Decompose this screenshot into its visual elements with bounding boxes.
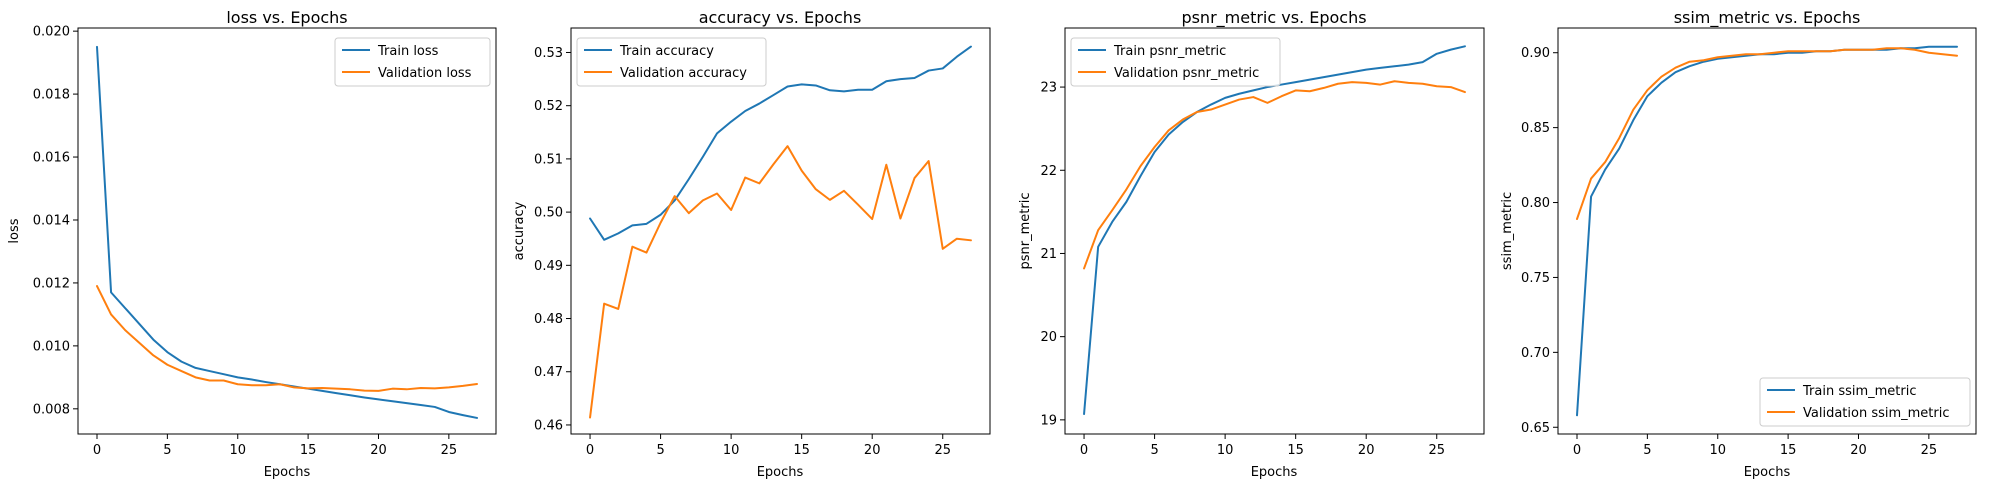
x-tick-label: 0	[1573, 443, 1581, 458]
x-tick-label: 15	[793, 443, 810, 458]
legend-label-train: Train loss	[377, 44, 439, 59]
y-tick-label: 0.65	[1521, 421, 1550, 436]
x-tick-label: 10	[1217, 443, 1234, 458]
ssim-metric-chart: ssim_metric vs. Epochs Epochs ssim_metri…	[1500, 8, 1977, 480]
y-tick-label: 0.48	[534, 312, 563, 327]
y-tick-label: 0.47	[534, 365, 563, 380]
validation-series-line	[589, 145, 972, 419]
legend-label-validation: Validation ssim_metric	[1803, 406, 1950, 421]
x-tick-label: 5	[163, 443, 171, 458]
y-tick-label: 0.70	[1521, 346, 1550, 361]
chart-title: ssim_metric vs. Epochs	[1674, 8, 1861, 28]
x-tick-label: 25	[934, 443, 951, 458]
legend-frame	[1759, 377, 1971, 427]
legend-label-train: Train ssim_metric	[1802, 384, 1917, 399]
chart-title: psnr_metric vs. Epochs	[1181, 8, 1366, 28]
validation-series-line	[1576, 47, 1958, 221]
x-tick-label: 20	[1358, 443, 1375, 458]
y-axis-label: ssim_metric	[1500, 192, 1515, 270]
legend-label-validation: Validation accuracy	[620, 66, 747, 81]
x-tick-label: 15	[1780, 443, 1797, 458]
x-tick-label: 0	[586, 443, 594, 458]
y-axis-label: psnr_metric	[1018, 193, 1033, 270]
x-axis-label: Epochs	[1744, 465, 1791, 480]
y-axis-label: accuracy	[512, 201, 527, 260]
y-tick-label: 19	[1040, 413, 1057, 428]
chart-title: loss vs. Epochs	[226, 8, 347, 27]
chart-legend: Train accuracy Validation accuracy	[576, 37, 767, 87]
legend-label-validation: Validation loss	[378, 66, 472, 81]
x-tick-label: 0	[1080, 443, 1088, 458]
psnr-metric-chart: psnr_metric vs. Epochs Epochs psnr_metri…	[1018, 8, 1485, 480]
x-tick-label: 20	[864, 443, 881, 458]
x-tick-label: 25	[441, 443, 458, 458]
legend-frame	[1070, 37, 1281, 87]
x-tick-label: 10	[723, 443, 740, 458]
legend-frame	[334, 37, 491, 87]
x-tick-label: 5	[1150, 443, 1158, 458]
chart-legend: Train psnr_metric Validation psnr_metric	[1070, 37, 1281, 87]
y-tick-label: 0.85	[1521, 121, 1550, 136]
x-tick-label: 0	[93, 443, 101, 458]
y-tick-label: 0.008	[33, 402, 70, 417]
plot-frame	[1064, 27, 1485, 435]
legend-label-train: Train accuracy	[619, 44, 714, 59]
y-tick-label: 0.012	[33, 276, 70, 291]
y-tick-label: 21	[1040, 247, 1057, 262]
plot-frame	[1557, 27, 1977, 435]
x-axis-label: Epochs	[264, 465, 311, 480]
x-tick-label: 5	[1643, 443, 1651, 458]
y-tick-label: 0.50	[534, 206, 563, 221]
x-tick-label: 5	[656, 443, 664, 458]
x-tick-label: 25	[1921, 443, 1938, 458]
train-series-line	[589, 45, 972, 241]
y-tick-label: 0.80	[1521, 196, 1550, 211]
validation-series-line	[1083, 80, 1466, 270]
y-tick-label: 0.018	[33, 88, 70, 103]
x-tick-label: 10	[1709, 443, 1726, 458]
chart-legend: Train loss Validation loss	[334, 37, 491, 87]
x-axis-label: Epochs	[757, 465, 804, 480]
validation-series-line	[96, 285, 478, 392]
x-tick-label: 10	[229, 443, 246, 458]
x-tick-label: 15	[1287, 443, 1304, 458]
loss-chart: loss vs. Epochs Epochs loss 0 5 10 15 20 25 0.…	[7, 8, 497, 480]
x-tick-label: 25	[1428, 443, 1445, 458]
legend-label-validation: Validation psnr_metric	[1114, 66, 1259, 81]
chart-title: accuracy vs. Epochs	[699, 8, 862, 27]
y-tick-label: 0.014	[33, 213, 70, 228]
y-tick-label: 0.46	[534, 418, 563, 433]
y-tick-label: 0.010	[33, 339, 70, 354]
y-tick-label: 23	[1040, 81, 1057, 96]
plot-frame	[570, 27, 991, 435]
y-tick-label: 0.016	[33, 151, 70, 166]
legend-frame	[576, 37, 767, 87]
y-tick-label: 0.020	[33, 25, 70, 40]
y-tick-label: 20	[1040, 330, 1057, 345]
y-tick-label: 0.52	[534, 99, 563, 114]
y-tick-label: 22	[1040, 164, 1057, 179]
y-tick-label: 0.51	[534, 152, 563, 167]
chart-legend: Train ssim_metric Validation ssim_metric	[1759, 377, 1971, 427]
y-tick-label: 0.53	[534, 46, 563, 61]
legend-label-train: Train psnr_metric	[1113, 44, 1226, 59]
y-axis-label: loss	[7, 218, 22, 243]
y-tick-label: 0.90	[1521, 46, 1550, 61]
x-tick-label: 15	[300, 443, 317, 458]
x-tick-label: 20	[1850, 443, 1867, 458]
y-tick-label: 0.49	[534, 259, 563, 274]
y-tick-label: 0.75	[1521, 271, 1550, 286]
accuracy-chart: accuracy vs. Epochs Epochs accuracy 0 5 10…	[512, 8, 991, 480]
x-tick-label: 20	[370, 443, 387, 458]
plot-frame	[77, 27, 497, 435]
x-axis-label: Epochs	[1251, 465, 1298, 480]
